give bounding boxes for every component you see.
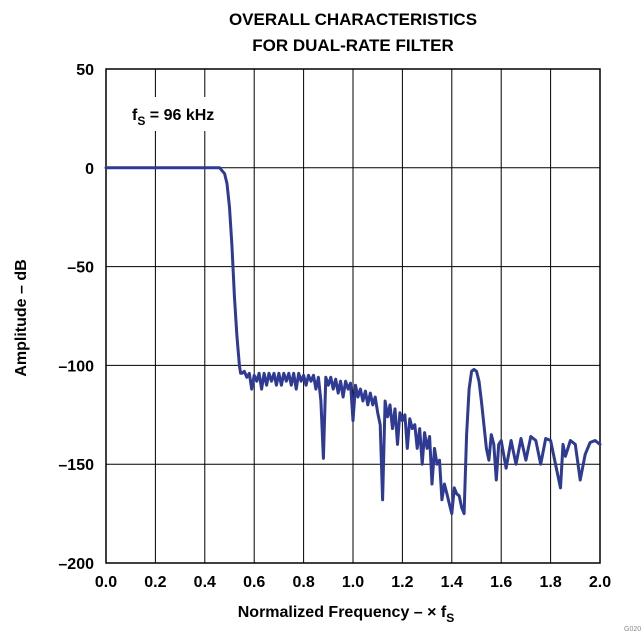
- y-tick-label: –200: [58, 556, 94, 573]
- x-tick-label: 0.6: [243, 574, 265, 591]
- annotation-rest: = 96 kHz: [145, 107, 214, 124]
- annotation-background: [126, 97, 250, 131]
- x-tick-label: 2.0: [589, 574, 611, 591]
- chart-title-line-1: OVERALL CHARACTERISTICS: [229, 10, 477, 29]
- x-axis-label-main: Normalized Frequency – × f: [238, 604, 447, 621]
- y-axis-label: Amplitude – dB: [13, 259, 30, 376]
- sample-rate-annotation: fS = 96 kHz: [126, 97, 250, 131]
- annotation-f: f: [132, 107, 138, 124]
- annotation-text: fS = 96 kHz: [132, 107, 214, 128]
- grid-lines: [105, 68, 601, 564]
- x-tick-label: 0.4: [194, 574, 216, 591]
- plot-frame: [105, 68, 601, 564]
- x-tick-label: 1.2: [391, 574, 413, 591]
- x-tick-label: 1.6: [490, 574, 512, 591]
- y-tick-label: 50: [76, 62, 94, 79]
- chart-title-line-2: FOR DUAL-RATE FILTER: [252, 36, 453, 55]
- x-tick-label: 1.0: [342, 574, 364, 591]
- x-tick-label: 0.2: [144, 574, 166, 591]
- y-tick-label: –50: [67, 260, 94, 277]
- x-tick-label: 1.4: [441, 574, 463, 591]
- y-tick-labels: 50 0 –50 –100 –150 –200: [58, 62, 94, 573]
- x-tick-label: 0.0: [95, 574, 117, 591]
- x-tick-label: 1.8: [539, 574, 561, 591]
- x-axis-label-sub: S: [446, 611, 454, 625]
- x-tick-label: 0.8: [292, 574, 314, 591]
- y-tick-label: 0: [85, 161, 94, 178]
- x-tick-labels: 0.0 0.2 0.4 0.6 0.8 1.0 1.2 1.4 1.6 1.8 2.0: [95, 574, 611, 591]
- figure-code: G020: [624, 626, 641, 633]
- annotation-sub: S: [137, 114, 145, 128]
- y-tick-label: –150: [58, 457, 94, 474]
- y-tick-label: –100: [58, 358, 94, 375]
- series-line: [104, 166, 602, 516]
- x-axis-label: Normalized Frequency – × fS: [238, 604, 455, 625]
